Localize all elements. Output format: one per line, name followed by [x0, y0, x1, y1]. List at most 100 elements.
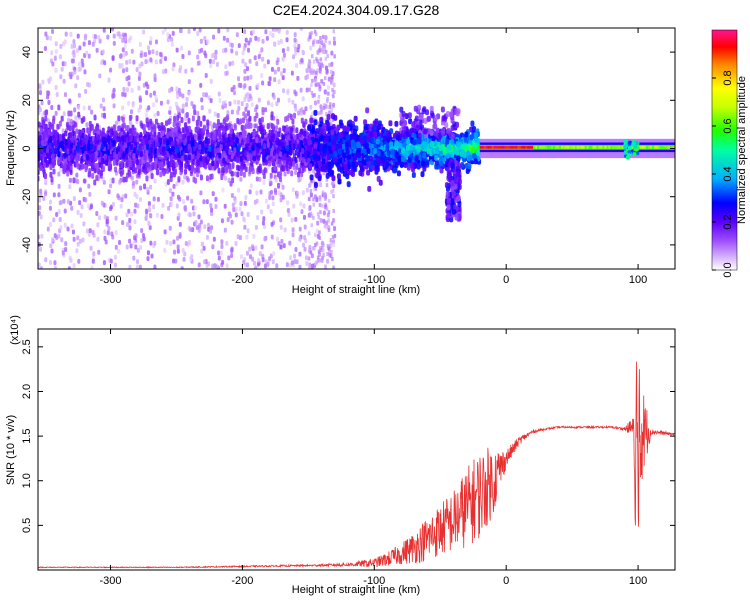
heatmap-cell: [207, 222, 211, 228]
heatmap-cell: [77, 111, 81, 118]
heatmap-cell: [100, 200, 104, 206]
heatmap-cell: [268, 160, 272, 167]
heatmap-cell: [75, 172, 79, 178]
heatmap-cell: [260, 116, 264, 123]
heatmap-cell: [69, 31, 73, 37]
heatmap-cell: [248, 246, 252, 252]
heatmap-cell: [244, 194, 248, 200]
heatmap-cell: [117, 115, 121, 122]
heatmap-cell: [246, 154, 250, 161]
heatmap-cell: [132, 255, 136, 261]
heatmap-cell: [332, 242, 336, 248]
heatmap-cell: [187, 28, 191, 34]
heatmap-cell: [237, 105, 241, 111]
heatmap-cell: [158, 125, 162, 132]
heatmap-cell: [51, 124, 55, 131]
heatmap-cell: [290, 217, 294, 223]
heatmap-cell: [144, 59, 148, 65]
heatmap-cell: [303, 246, 307, 252]
heatmap-cell: [300, 209, 304, 215]
heatmap-cell: [212, 134, 216, 141]
heatmap-cell: [107, 225, 111, 231]
heatmap-cell: [55, 91, 59, 97]
heatmap-cell: [76, 75, 80, 81]
heatmap-cell: [252, 233, 256, 239]
heatmap-cell: [324, 90, 328, 95]
heatmap-cell: [110, 231, 114, 237]
heatmap-cell: [301, 96, 305, 102]
heatmap-cell: [218, 134, 222, 141]
heatmap-cell: [322, 253, 325, 258]
heatmap-cell: [241, 50, 245, 56]
heatmap-cell: [183, 174, 187, 180]
heatmap-cell: [143, 128, 147, 135]
heatmap-cell: [212, 34, 216, 40]
heatmap-cells: [38, 28, 675, 269]
heatmap-cell: [129, 109, 133, 115]
heatmap-cell: [277, 241, 281, 247]
heatmap-cell: [131, 130, 135, 137]
heatmap-cell: [155, 50, 159, 56]
heatmap-cell: [202, 245, 206, 251]
heatmap-cell: [96, 236, 100, 242]
heatmap-cell: [184, 68, 188, 74]
heatmap-cell: [94, 34, 98, 40]
heatmap-cell: [216, 265, 220, 269]
heatmap-cell: [82, 41, 86, 47]
heatmap-cell: [330, 61, 334, 67]
heatmap-cell: [247, 47, 251, 53]
heatmap-cell: [221, 187, 225, 193]
heatmap-cell: [263, 167, 267, 174]
heatmap-cell: [73, 134, 77, 141]
heatmap-cell: [91, 258, 95, 264]
heatmap-cell: [97, 249, 101, 255]
heatmap-cell: [180, 45, 184, 51]
heatmap-cell: [233, 147, 237, 154]
heatmap-cell: [181, 127, 185, 134]
heatmap-cell: [230, 170, 234, 177]
heatmap-cell: [54, 49, 58, 55]
heatmap-cell: [111, 56, 115, 62]
heatmap-cell: [145, 149, 149, 156]
heatmap-cell: [313, 246, 316, 251]
heatmap-cell: [49, 259, 53, 265]
heatmap-cell: [261, 80, 265, 86]
heatmap-cell: [127, 81, 131, 87]
heatmap-cell: [157, 161, 161, 168]
heatmap-cell: [138, 197, 142, 203]
heatmap-cell: [110, 28, 114, 32]
heatmap-cell: [196, 54, 200, 60]
heatmap-cell: [173, 168, 177, 175]
heatmap-cell: [199, 38, 203, 44]
heatmap-cell: [72, 263, 76, 269]
heatmap-cell: [113, 254, 117, 260]
heatmap-cell: [204, 137, 208, 144]
heatmap-cell: [324, 35, 328, 41]
heatmap-cell: [175, 86, 179, 92]
heatmap-cell: [273, 77, 277, 83]
heatmap-cell: [167, 161, 171, 168]
heatmap-cell: [125, 244, 129, 250]
heatmap-cell: [146, 186, 150, 192]
heatmap-cell: [130, 211, 134, 217]
heatmap-cell: [38, 107, 42, 113]
heatmap-cell: [314, 186, 318, 191]
heatmap-cell: [119, 170, 123, 177]
heatmap-cell: [236, 99, 240, 105]
heatmap-cell: [61, 250, 65, 256]
heatmap-cell: [156, 111, 160, 117]
heatmap-cell: [278, 28, 282, 32]
heatmap-cell: [54, 41, 58, 47]
heatmap-cell: [324, 194, 328, 199]
heatmap-cell: [135, 179, 139, 185]
heatmap-cell: [230, 246, 234, 252]
heatmap-cell: [205, 131, 209, 138]
heatmap-cell: [272, 94, 276, 100]
heatmap-cell: [246, 211, 250, 217]
heatmap-cell: [307, 37, 310, 42]
heatmap-cell: [154, 157, 158, 164]
heatmap-cell: [258, 251, 262, 257]
heatmap-cell: [82, 105, 86, 111]
heatmap-cell: [202, 92, 206, 98]
heatmap-cell: [232, 207, 236, 213]
